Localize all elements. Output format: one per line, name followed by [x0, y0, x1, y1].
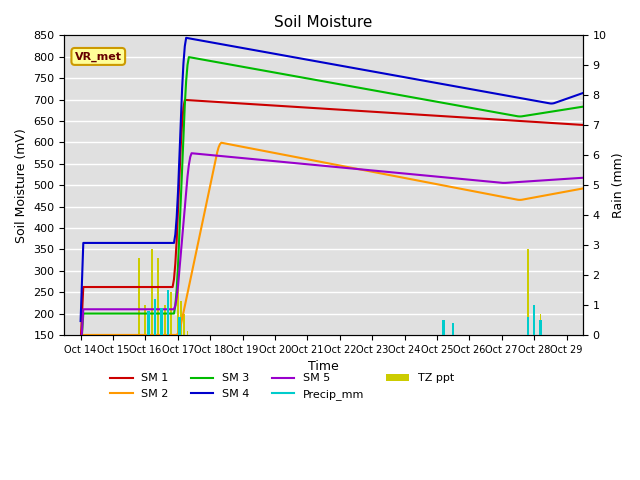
Y-axis label: Soil Moisture (mV): Soil Moisture (mV): [15, 128, 28, 242]
Bar: [147, 311, 150, 335]
Bar: [145, 305, 147, 335]
Y-axis label: Rain (mm): Rain (mm): [612, 152, 625, 218]
Bar: [154, 299, 156, 335]
Bar: [167, 290, 169, 335]
Legend: SM 1, SM 2, SM 3, SM 4, SM 5, Precip_mm, TZ ppt: SM 1, SM 2, SM 3, SM 4, SM 5, Precip_mm,…: [106, 369, 458, 404]
Bar: [170, 292, 172, 335]
Bar: [527, 317, 529, 335]
Bar: [187, 331, 188, 335]
Bar: [442, 320, 445, 335]
Bar: [177, 279, 179, 335]
Bar: [157, 258, 159, 335]
Bar: [164, 305, 166, 335]
Bar: [138, 258, 140, 335]
Bar: [161, 308, 163, 335]
Bar: [540, 320, 541, 335]
Bar: [540, 313, 541, 335]
Bar: [184, 313, 185, 335]
Title: Soil Moisture: Soil Moisture: [275, 15, 372, 30]
Bar: [179, 317, 180, 335]
Bar: [452, 323, 454, 335]
Bar: [151, 249, 153, 335]
Bar: [180, 300, 182, 335]
Bar: [527, 249, 529, 335]
X-axis label: Time: Time: [308, 360, 339, 373]
Bar: [533, 305, 535, 335]
Text: VR_met: VR_met: [75, 51, 122, 61]
Bar: [533, 305, 535, 335]
